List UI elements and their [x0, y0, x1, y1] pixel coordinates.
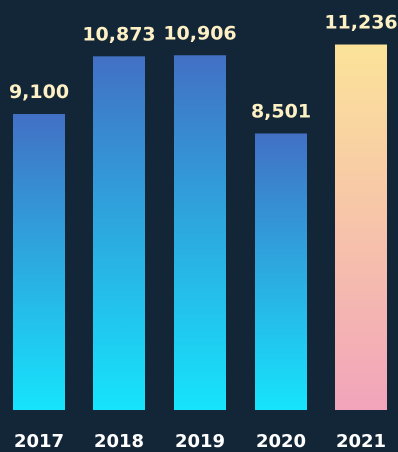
x-tick-label-2018: 2018	[94, 431, 144, 452]
value-label-2018: 10,873	[82, 23, 155, 45]
bar-2017	[13, 114, 65, 410]
x-tick-label-2017: 2017	[14, 431, 64, 452]
bar-2021	[335, 44, 387, 410]
value-label-2021: 11,236	[324, 12, 397, 34]
x-tick-label-2021: 2021	[336, 431, 386, 452]
value-label-2017: 9,100	[9, 81, 69, 103]
bar-2019	[174, 55, 226, 411]
bar-2018	[93, 56, 145, 410]
x-axis-tick-labels: 2017 2018 2019 2020 2021	[14, 431, 386, 452]
value-label-2019: 10,906	[163, 22, 236, 44]
bars-group	[13, 44, 387, 411]
bar-2020	[255, 133, 307, 411]
x-tick-label-2019: 2019	[175, 431, 225, 452]
x-tick-label-2020: 2020	[256, 431, 306, 452]
value-label-2020: 8,501	[251, 100, 311, 122]
value-labels-group: 9,100 10,873 10,906 8,501 11,236	[9, 12, 398, 123]
